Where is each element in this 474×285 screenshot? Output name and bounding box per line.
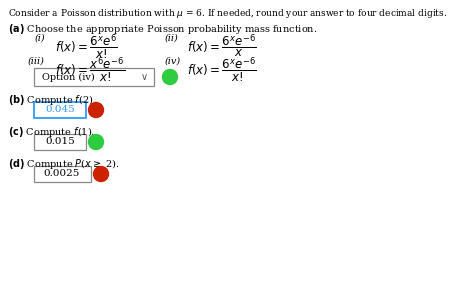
Text: Consider a Poisson distribution with $\mu$ = 6. If needed, round your answer to : Consider a Poisson distribution with $\m… (8, 7, 447, 20)
Text: $\mathbf{(a)}$ Choose the appropriate Poisson probability mass function.: $\mathbf{(a)}$ Choose the appropriate Po… (8, 22, 318, 36)
Text: $f(x) = \dfrac{6^x e^{6}}{x!}$: $f(x) = \dfrac{6^x e^{6}}{x!}$ (55, 33, 118, 62)
Circle shape (89, 103, 103, 117)
Text: 0.015: 0.015 (45, 137, 75, 146)
Text: $\mathbf{(d)}$ Compute $P$($x \geq$ 2).: $\mathbf{(d)}$ Compute $P$($x \geq$ 2). (8, 157, 119, 171)
Text: 0.0025: 0.0025 (44, 170, 80, 178)
Text: $f(x) = \dfrac{6^x e^{-6}}{x}$: $f(x) = \dfrac{6^x e^{-6}}{x}$ (187, 33, 257, 60)
Text: (ii): (ii) (165, 34, 179, 43)
Text: $f(x) = \dfrac{6^x e^{-6}}{x!}$: $f(x) = \dfrac{6^x e^{-6}}{x!}$ (187, 56, 257, 85)
Text: Option (iv): Option (iv) (42, 72, 95, 82)
FancyBboxPatch shape (34, 134, 86, 150)
Circle shape (93, 166, 109, 182)
Text: $f(x) = \dfrac{x^6 e^{-6}}{x!}$: $f(x) = \dfrac{x^6 e^{-6}}{x!}$ (55, 56, 125, 85)
Text: ✗: ✗ (91, 103, 101, 117)
Text: ✓: ✓ (165, 70, 175, 84)
Text: (iii): (iii) (28, 57, 45, 66)
FancyBboxPatch shape (34, 68, 154, 86)
Circle shape (163, 70, 177, 84)
FancyBboxPatch shape (34, 166, 91, 182)
Text: 0.045: 0.045 (45, 105, 75, 115)
Text: ✗: ✗ (96, 168, 106, 180)
FancyBboxPatch shape (34, 102, 86, 118)
Circle shape (89, 135, 103, 150)
Text: (iv): (iv) (165, 57, 181, 66)
Text: $\mathbf{(c)}$ Compute $f$(1).: $\mathbf{(c)}$ Compute $f$(1). (8, 125, 95, 139)
Text: $\mathbf{(b)}$ Compute $f$(2).: $\mathbf{(b)}$ Compute $f$(2). (8, 93, 96, 107)
Text: ∨: ∨ (140, 72, 147, 82)
Text: (i): (i) (35, 34, 46, 43)
Text: ✓: ✓ (91, 135, 101, 148)
